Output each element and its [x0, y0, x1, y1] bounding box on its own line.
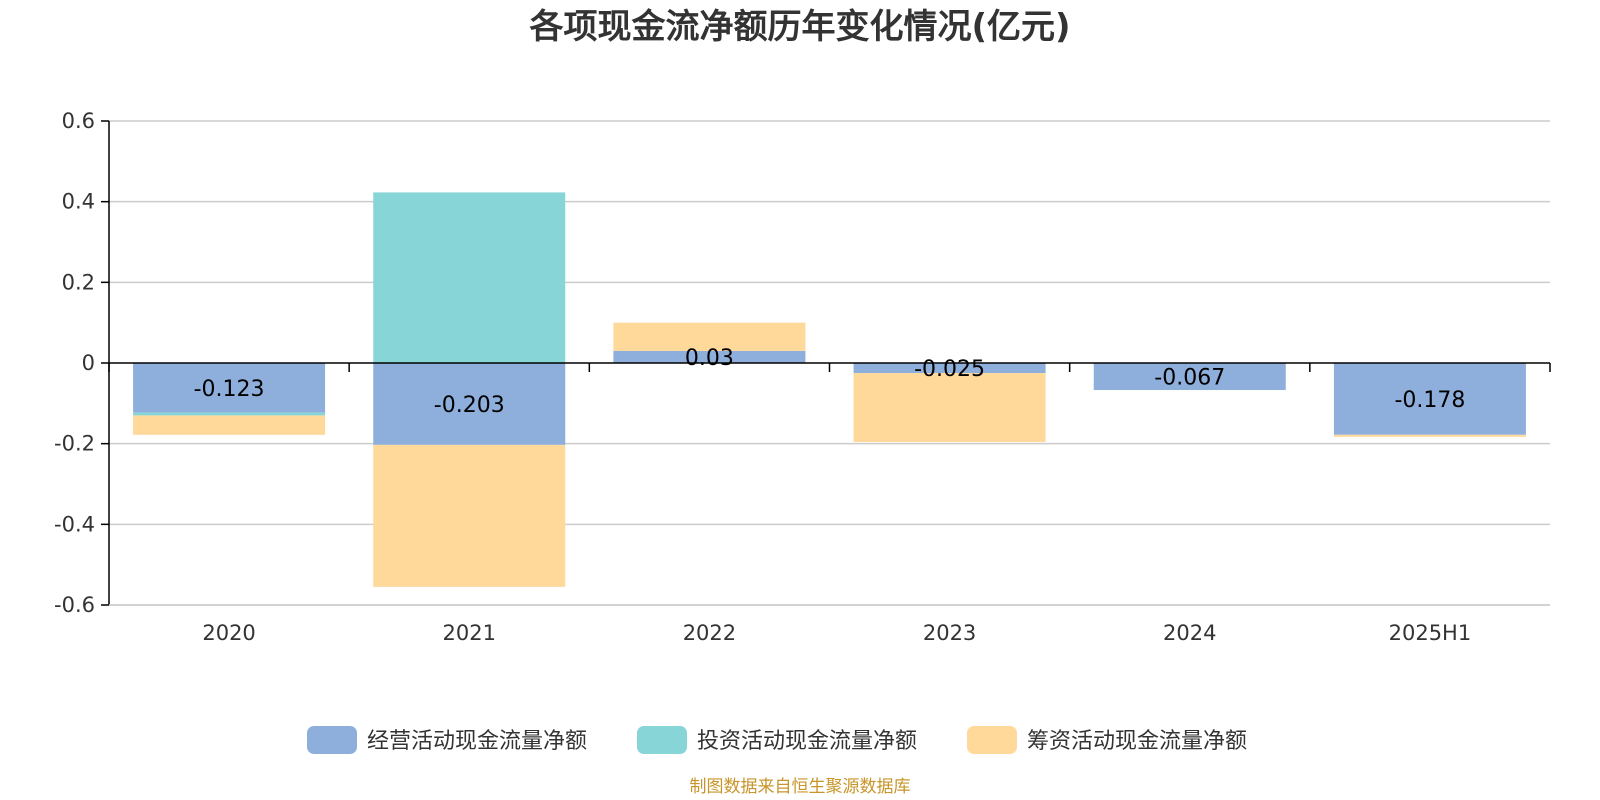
- bar-segment: [613, 322, 806, 351]
- data-label: -0.203: [434, 393, 505, 418]
- bar-segment: [133, 363, 326, 413]
- bars: [133, 192, 1526, 587]
- x-tick-label: 2021: [443, 621, 496, 645]
- data-labels: -0.123 -0.203 0.03 -0.025 -0.067 -0.178: [194, 346, 1466, 418]
- y-tick-label: 0.4: [62, 190, 95, 214]
- bar-segment: [373, 444, 566, 587]
- legend-swatch: [307, 726, 357, 754]
- legend: 经营活动现金流量净额 投资活动现金流量净额 筹资活动现金流量净额: [307, 726, 1247, 754]
- legend-label: 投资活动现金流量净额: [697, 729, 917, 754]
- bar-segment: [1333, 363, 1526, 435]
- y-tick-label: 0: [82, 351, 95, 375]
- source-note: 制图数据来自恒生聚源数据库: [690, 777, 911, 797]
- x-tick-label: 2022: [683, 621, 736, 645]
- bar-segment: [613, 350, 806, 363]
- legend-label: 筹资活动现金流量净额: [1027, 729, 1247, 754]
- y-tick-label: 0.6: [62, 109, 95, 133]
- data-label: -0.123: [194, 377, 265, 402]
- y-tick-label: -0.2: [54, 432, 95, 456]
- data-label: -0.178: [1394, 388, 1465, 413]
- x-tick-label: 2025H1: [1389, 621, 1472, 645]
- legend-item[interactable]: 经营活动现金流量净额: [307, 726, 587, 754]
- x-tick-label: 2023: [923, 621, 976, 645]
- bar-segment: [1333, 434, 1526, 437]
- bar-segment: [373, 363, 566, 445]
- data-label: -0.025: [914, 357, 985, 382]
- y-tick-label: -0.4: [54, 512, 95, 536]
- bar-segment: [1093, 363, 1286, 391]
- chart-title: 各项现金流净额历年变化情况(亿元): [529, 7, 1070, 47]
- legend-swatch: [637, 726, 687, 754]
- x-tick-label: 2020: [202, 621, 255, 645]
- legend-item[interactable]: 投资活动现金流量净额: [637, 726, 917, 754]
- axes: 0.6 0.4 0.2 0 -0.2 -0.4 -0.6 2020 2021 2022 2023 20…: [54, 109, 1551, 645]
- legend-swatch: [967, 726, 1017, 754]
- legend-item[interactable]: 筹资活动现金流量净额: [967, 726, 1247, 754]
- data-label: 0.03: [685, 346, 734, 371]
- bar-segment: [133, 412, 326, 416]
- bar-segment: [373, 192, 566, 363]
- bar-segment: [853, 363, 1046, 374]
- y-tick-label: -0.6: [54, 593, 95, 617]
- bar-segment: [133, 415, 326, 435]
- bar-segment: [853, 373, 1046, 443]
- legend-label: 经营活动现金流量净额: [367, 729, 587, 754]
- x-tick-label: 2024: [1163, 621, 1216, 645]
- data-label: -0.067: [1154, 366, 1225, 391]
- y-tick-label: 0.2: [62, 270, 95, 294]
